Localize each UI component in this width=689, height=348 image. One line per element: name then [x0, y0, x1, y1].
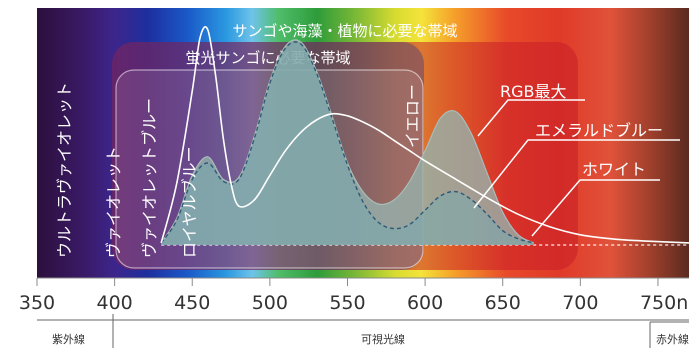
- x-tick-label: 550: [329, 292, 365, 314]
- legend-label-emerald: エメラルドブルー: [535, 121, 663, 140]
- x-tick-label: 750nm: [640, 292, 689, 314]
- series-layer: [160, 26, 689, 246]
- legend-label-white: ホワイト: [582, 160, 646, 179]
- label-fluorescent-coral: 蛍光サンゴに必要な帯域: [185, 49, 350, 67]
- series-line-emerald-blue: [160, 41, 534, 244]
- band-label-uv: 紫外線: [52, 332, 85, 346]
- x-tick-label: 500: [252, 292, 288, 314]
- label-yellow: イエロー: [403, 84, 422, 148]
- series-area-emerald-blue: [161, 41, 534, 245]
- x-axis-ticks: 350 400 450 500 550 600 650 700 750nm: [19, 278, 689, 314]
- legend-leader-rgb: [477, 99, 585, 137]
- label-coral-seaweed-plants: サンゴや海藻・植物に必要な帯域: [232, 22, 457, 40]
- label-ultraviolet: ウルトラヴァイオレット: [55, 82, 74, 258]
- label-violet: ヴァイオレット: [104, 146, 123, 258]
- label-royal-blue: ロイヤルブルー: [180, 146, 199, 258]
- x-tick-label: 600: [407, 292, 443, 314]
- x-tick-label: 700: [562, 292, 598, 314]
- label-violet-blue: ヴァイオレットブルー: [140, 98, 159, 258]
- x-tick-label: 400: [96, 292, 132, 314]
- x-tick-label: 650: [485, 292, 521, 314]
- legend-layer: RGB最大 エメラルドブルー ホワイト: [473, 82, 680, 237]
- series-line-rgb-max: [160, 39, 535, 244]
- legend-label-rgb: RGB最大: [500, 82, 567, 101]
- x-tick-label: 450: [174, 292, 210, 314]
- legend-leader-white: [531, 179, 660, 237]
- legend-leader-emerald: [473, 139, 680, 209]
- x-tick-label: 350: [19, 292, 55, 314]
- band-label-ir: 赤外線: [656, 332, 689, 346]
- series-line-white: [160, 26, 689, 244]
- band-label-visible: 可視光線: [361, 332, 405, 346]
